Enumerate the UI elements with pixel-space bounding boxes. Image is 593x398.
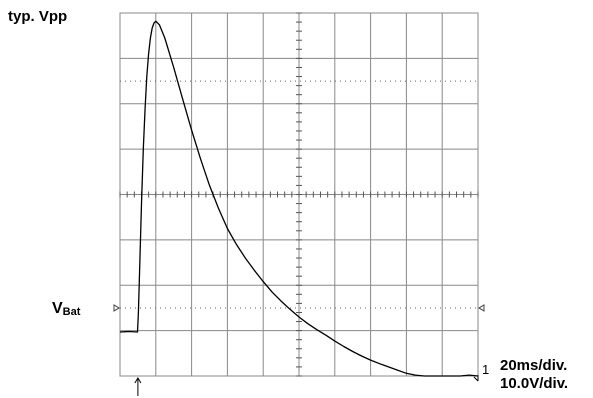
time-per-division-label: 20ms/div. [500, 357, 568, 374]
volts-per-division-label: 10.0V/div. [500, 375, 569, 392]
vbat-label-main: V [52, 300, 63, 317]
vbat-label-subscript: Bat [62, 306, 81, 318]
trigger-arrow-head [134, 377, 142, 384]
channel-marker: 1 [482, 362, 489, 377]
vbat-label: VBat [52, 300, 80, 318]
waveform-trace [119, 20, 479, 377]
peak-voltage-label: typ. Vpp [8, 8, 68, 25]
level-marker-right [478, 304, 485, 312]
level-marker-left [113, 304, 120, 312]
